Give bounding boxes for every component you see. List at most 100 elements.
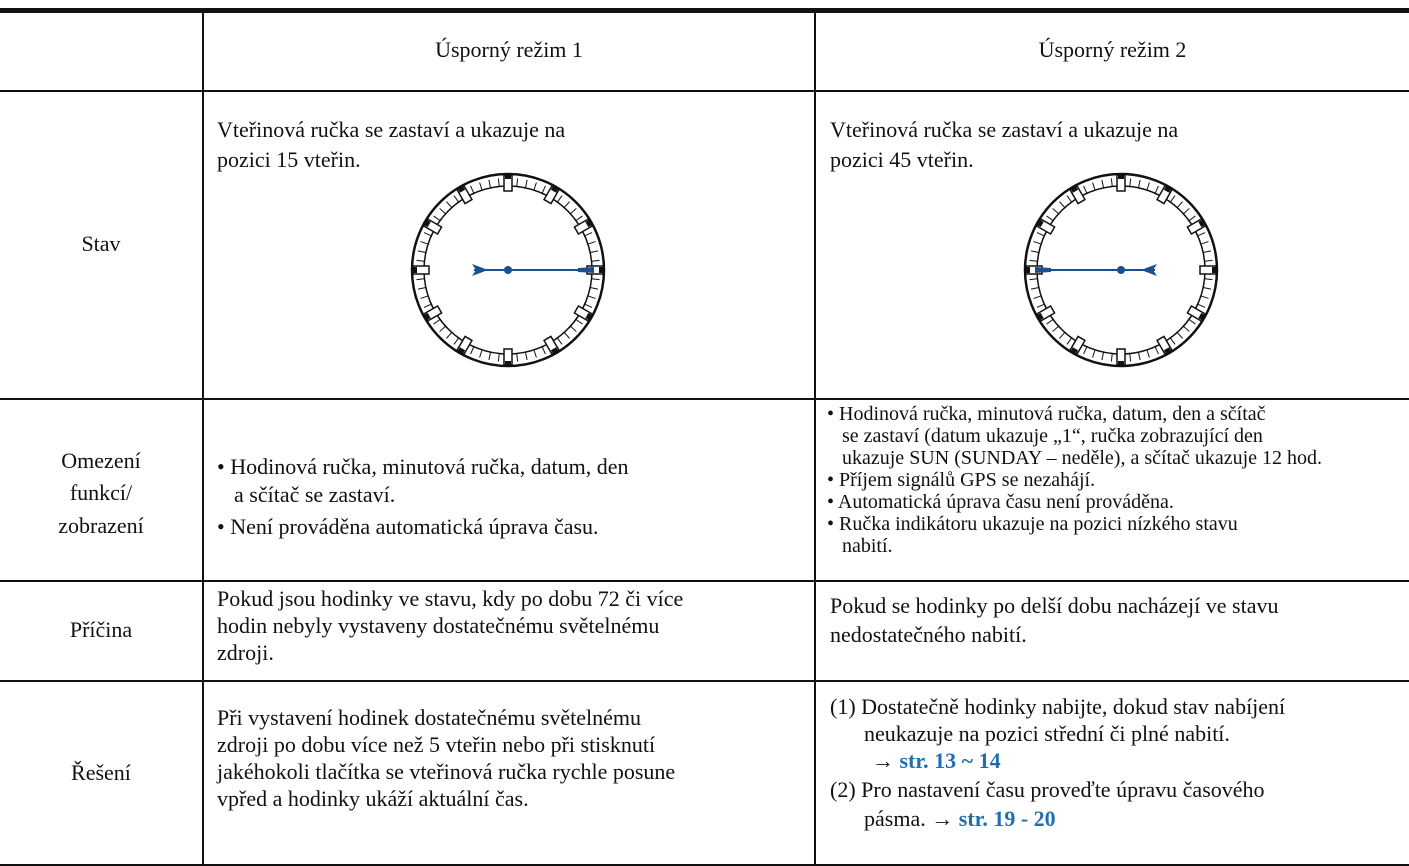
step-text: neukazuje na pozici střední či plné nabi… [864, 721, 1230, 746]
cell-text: Vteřinová ručka se zastaví a ukazuje na [830, 117, 1179, 142]
marker-cap [1118, 175, 1124, 179]
marker-cap [585, 219, 592, 228]
minute-tick [470, 185, 475, 194]
minute-tick [416, 259, 425, 262]
minute-tick [1203, 250, 1212, 254]
marker-cap [550, 186, 559, 193]
minute-tick [439, 208, 446, 215]
cell-text: Vteřinová ručka se zastaví a ukazuje na [217, 117, 566, 142]
row-label: Omezení [61, 448, 141, 473]
cell-text: hodin nebyly vystaveny dostatečnému svět… [217, 613, 660, 638]
minute-tick [1176, 332, 1183, 339]
minute-tick [587, 295, 596, 299]
minute-tick [1203, 286, 1212, 290]
minute-tick [591, 278, 600, 281]
row-label: Příčina [69, 617, 133, 642]
minute-tick [423, 303, 432, 308]
marker-cap [1037, 219, 1044, 228]
hour-marker [422, 305, 443, 322]
minute-tick [563, 201, 570, 208]
minute-tick [556, 337, 563, 345]
bullet-text: • Ručka indikátoru ukazuje na pozici níz… [827, 513, 1238, 535]
marker-cap [1037, 312, 1044, 321]
marker-cap [505, 175, 511, 179]
step-text: (1) Dostatečně hodinky nabijte, dokud st… [830, 694, 1286, 719]
marker-cap [599, 267, 603, 273]
bullet-text: • Příjem signálů GPS se nezahájí. [827, 469, 1096, 491]
marker-cap [413, 267, 417, 273]
page-link[interactable]: str. 19 - 20 [958, 806, 1056, 831]
hand-tail [1141, 264, 1157, 276]
minute-tick [575, 215, 583, 222]
hour-marker [543, 335, 560, 356]
minute-tick [1046, 318, 1054, 325]
row-label: Řešení [71, 760, 131, 785]
minute-tick [1176, 201, 1183, 208]
hour-marker [573, 218, 594, 235]
bullet-text: a sčítač se zastaví. [234, 482, 396, 507]
marker-cap [424, 219, 431, 228]
hour-marker [1186, 218, 1207, 235]
minute-tick [497, 178, 500, 187]
minute-tick [1110, 353, 1113, 362]
col-border [814, 8, 816, 866]
minute-tick [1029, 259, 1038, 262]
marker-cap [585, 312, 592, 321]
hour-marker [1156, 184, 1173, 205]
minute-tick [1092, 182, 1096, 191]
minute-tick [453, 337, 460, 345]
row-border [0, 864, 1409, 866]
minute-tick [563, 332, 570, 339]
hour-marker [1069, 184, 1086, 205]
cell-text: pozici 45 vteřin. [830, 147, 974, 172]
minute-tick [570, 325, 577, 332]
cell-text: Pokud se hodinky po delší dobu nacházejí… [830, 593, 1279, 618]
hour-marker [1186, 305, 1207, 322]
minute-tick [1029, 278, 1038, 281]
hour-marker [503, 174, 513, 192]
step-text: → str. 13 ~ 14 [872, 748, 1001, 774]
minute-tick [439, 325, 446, 332]
minute-tick [416, 278, 425, 281]
hour-marker [456, 184, 473, 205]
minute-tick [446, 201, 453, 208]
minute-tick [417, 286, 426, 290]
step-tail: pásma. → [864, 806, 959, 831]
minute-tick [488, 352, 492, 361]
minute-tick [590, 286, 599, 290]
minute-tick [1204, 259, 1213, 262]
minute-tick [479, 182, 483, 191]
minute-tick [1154, 346, 1159, 355]
minute-tick [1183, 208, 1190, 215]
arrow: → [872, 748, 900, 773]
cell-text: zdroji. [217, 640, 274, 665]
minute-tick [1052, 325, 1059, 332]
cell-text: zdroji po dobu více než 5 vteřin nebo př… [217, 732, 656, 757]
minute-tick [570, 208, 577, 215]
marker-cap [1070, 347, 1079, 354]
minute-tick [433, 318, 441, 325]
column-header: Úsporný režim 2 [1038, 37, 1187, 62]
minute-tick [1169, 195, 1176, 203]
hour-marker [422, 218, 443, 235]
minute-tick [1197, 303, 1206, 308]
cell-text: Pokud jsou hodinky ve stavu, kdy po dobu… [217, 586, 684, 611]
minute-tick [1083, 185, 1088, 194]
cell-text: jakéhokoli tlačítka se vteřinová ručka r… [217, 759, 676, 784]
row-border [0, 580, 1409, 582]
marker-cap [550, 347, 559, 354]
minute-tick [1188, 215, 1196, 222]
bullet-text: • Hodinová ručka, minutová ručka, datum,… [217, 454, 629, 479]
cell-text: Při vystavení hodinek dostatečnému světe… [217, 705, 642, 730]
page-link[interactable]: str. 13 ~ 14 [899, 748, 1001, 773]
step-text: pásma. → str. 19 - 20 [864, 806, 1056, 832]
minute-tick [1066, 337, 1073, 345]
minute-tick [420, 241, 429, 245]
marker-cap [1118, 361, 1124, 365]
top-border [0, 8, 1409, 13]
minute-tick [488, 179, 492, 188]
minute-tick [1200, 295, 1209, 299]
minute-tick [1092, 349, 1096, 358]
cell-text: pozici 15 vteřin. [217, 147, 361, 172]
minute-tick [556, 195, 563, 203]
